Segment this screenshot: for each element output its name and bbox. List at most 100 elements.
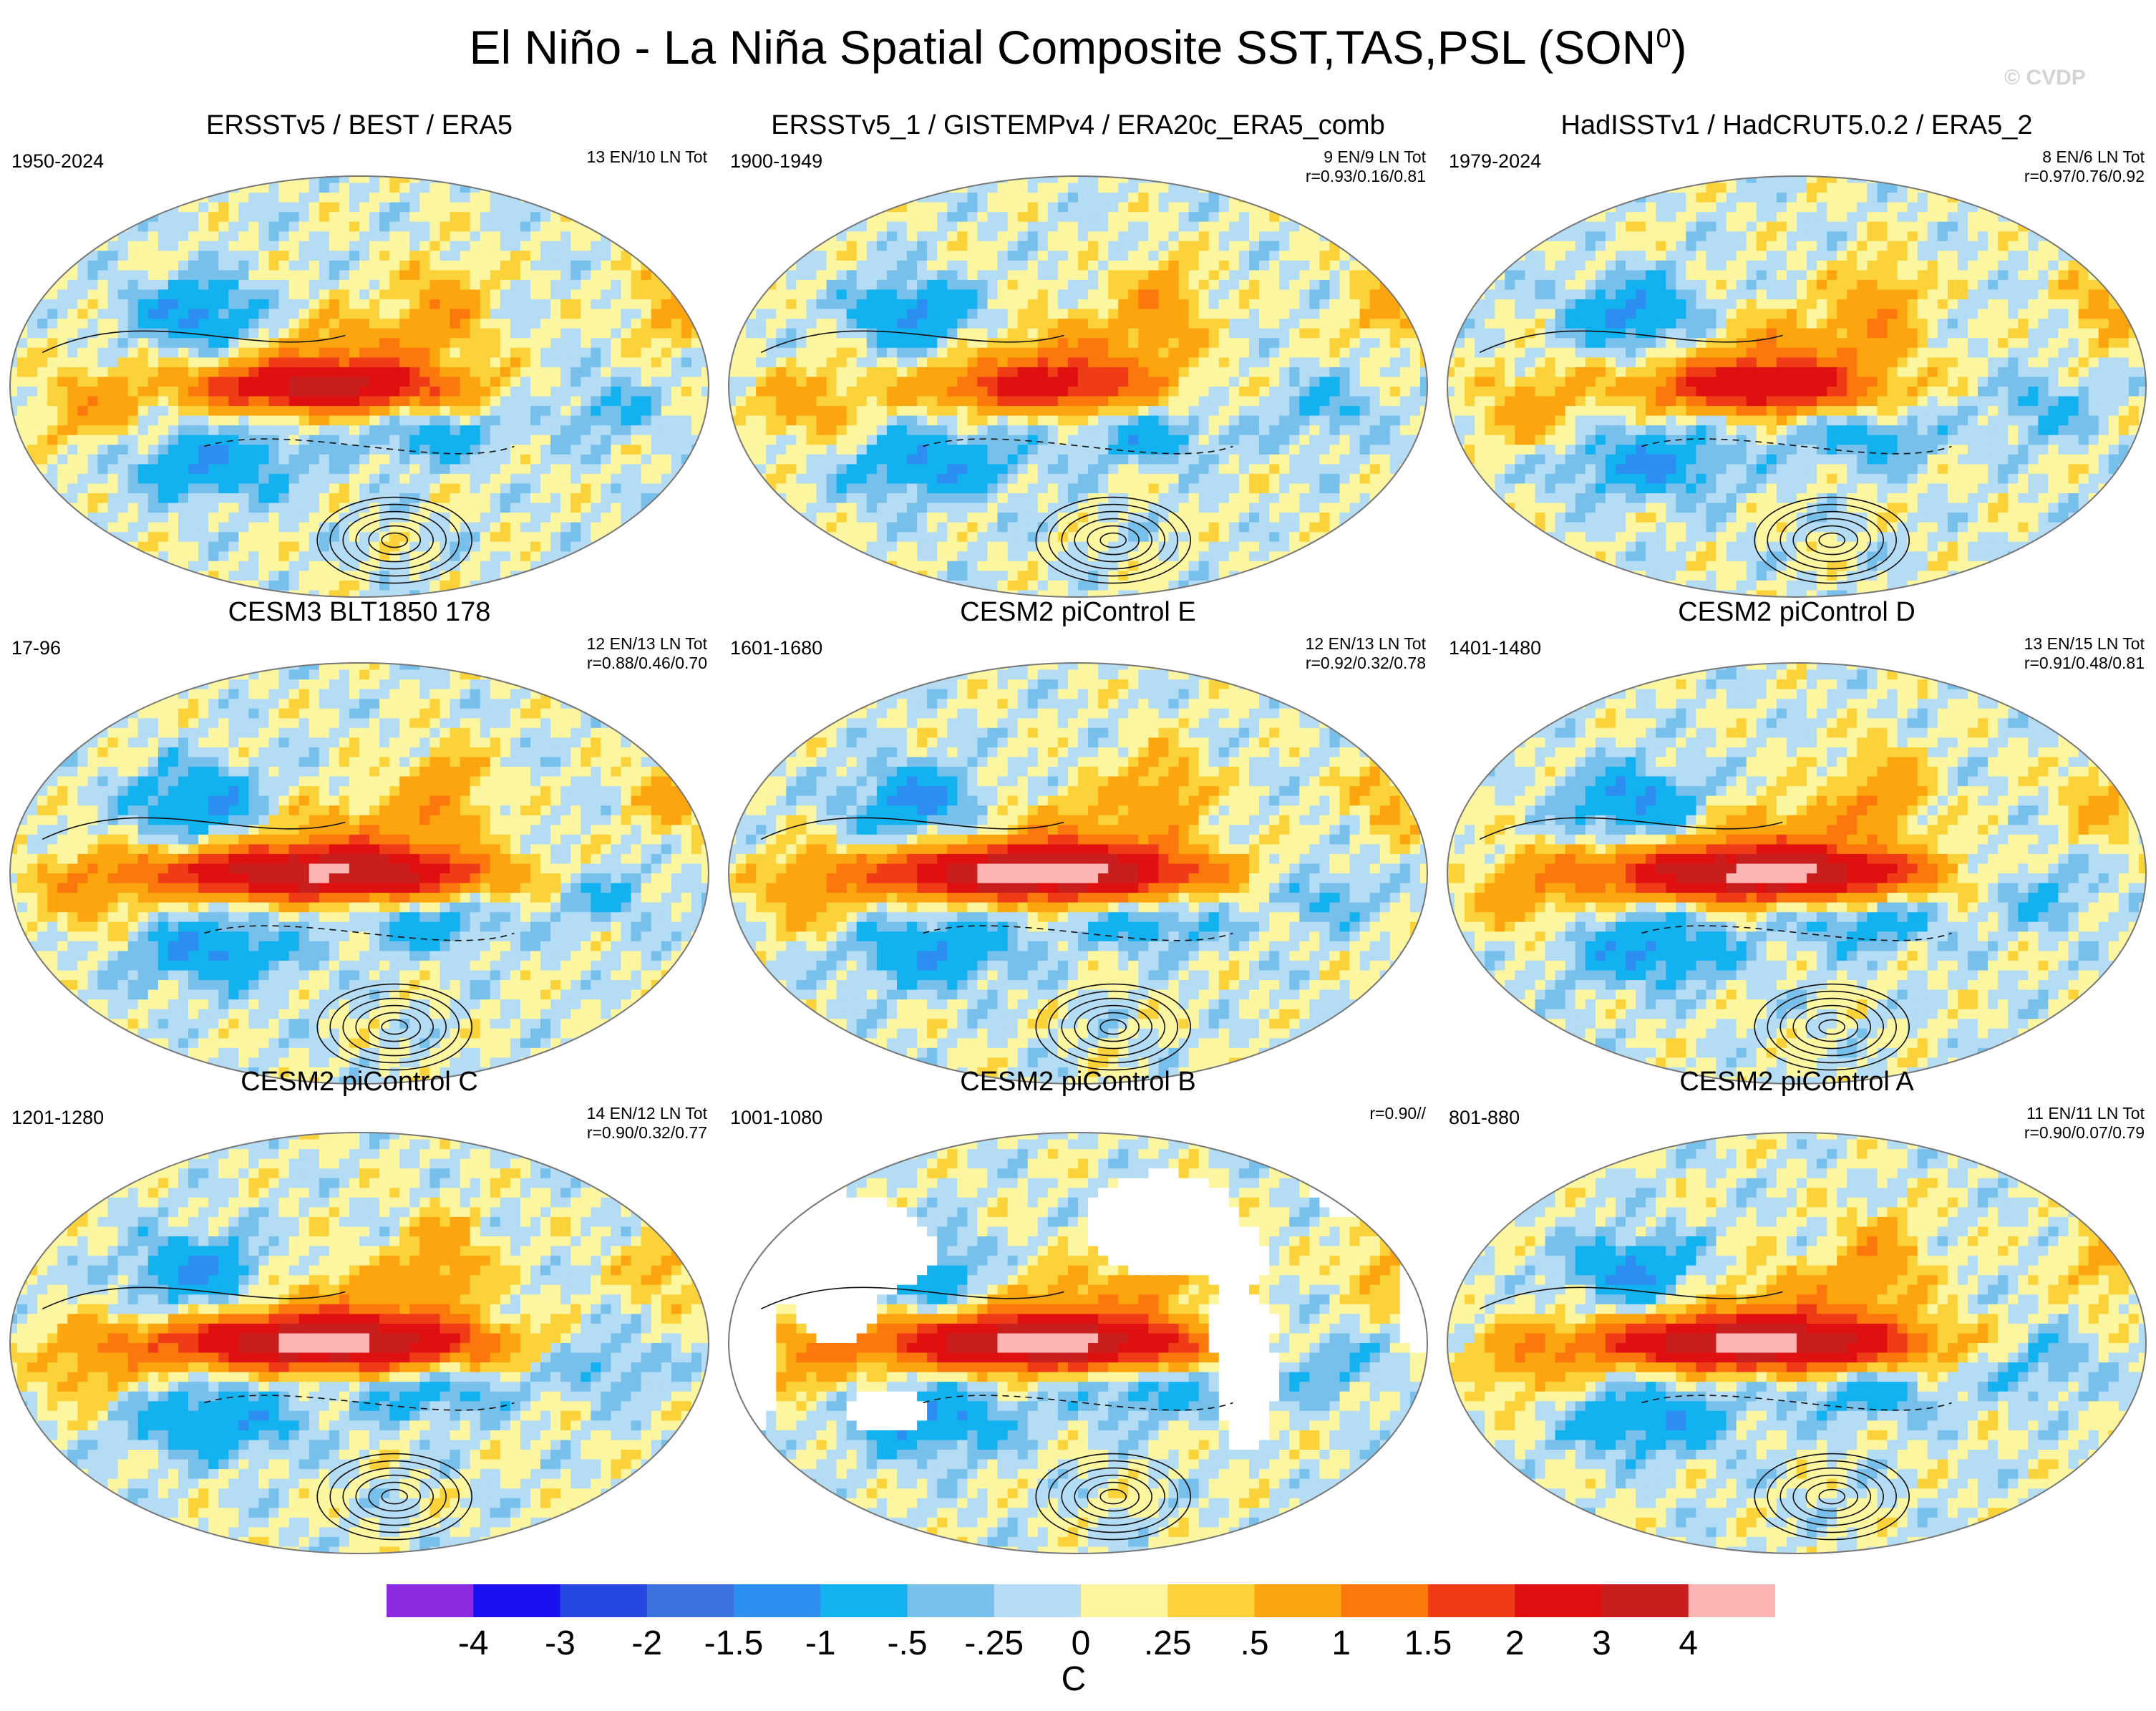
- sst-cell: [409, 377, 420, 387]
- sst-cell: [429, 415, 441, 426]
- sst-cell: [957, 212, 968, 223]
- sst-cell: [419, 513, 430, 523]
- sst-cell: [1098, 299, 1109, 310]
- sst-cell: [77, 415, 89, 426]
- sst-cell: [701, 193, 709, 203]
- sst-cell: [359, 551, 370, 562]
- sst-cell: [681, 551, 692, 562]
- sst-cell: [1359, 193, 1371, 203]
- sst-cell: [1098, 231, 1109, 242]
- sst-cell: [409, 454, 420, 465]
- sst-cell: [1419, 280, 1427, 291]
- sst-cell: [997, 415, 1009, 426]
- sst-cell: [419, 435, 430, 445]
- sst-cell: [1027, 280, 1039, 291]
- sst-cell: [1309, 367, 1320, 377]
- sst-cell: [137, 483, 149, 494]
- sst-cell: [1389, 183, 1401, 193]
- sst-cell: [17, 415, 28, 426]
- sst-cell: [560, 309, 571, 319]
- sst-cell: [1419, 357, 1427, 368]
- sst-cell: [47, 522, 58, 533]
- sst-cell: [1249, 377, 1260, 387]
- sst-cell: [399, 309, 410, 319]
- sst-cell: [1369, 221, 1381, 232]
- sst-cell: [886, 299, 898, 310]
- sst-cell: [1188, 415, 1200, 426]
- sst-cell: [188, 532, 199, 543]
- sst-cell: [1158, 299, 1170, 310]
- sst-cell: [480, 212, 491, 223]
- sst-cell: [1007, 387, 1019, 397]
- sst-cell: [1359, 241, 1371, 251]
- sst-cell: [37, 260, 48, 271]
- sst-cell: [1007, 280, 1019, 291]
- sst-cell: [1078, 425, 1089, 436]
- sst-cell: [188, 551, 199, 562]
- sst-cell: [329, 202, 340, 213]
- sst-cell: [621, 532, 632, 543]
- sst-cell: [137, 202, 149, 213]
- sst-cell: [37, 309, 48, 319]
- sst-cell: [866, 270, 878, 281]
- sst-cell: [671, 406, 682, 417]
- sst-cell: [816, 221, 827, 232]
- sst-cell: [268, 445, 280, 455]
- sst-cell: [631, 445, 642, 455]
- sst-cell: [1319, 396, 1331, 407]
- sst-cell: [681, 513, 692, 523]
- sst-cell: [288, 522, 300, 533]
- sst-cell: [581, 309, 591, 319]
- sst-cell: [87, 202, 99, 213]
- sst-cell: [500, 241, 511, 251]
- sst-cell: [10, 212, 18, 223]
- sst-cell: [641, 347, 652, 358]
- sst-cell: [681, 319, 692, 329]
- sst-cell: [409, 396, 420, 407]
- sst-cell: [987, 357, 999, 368]
- sst-cell: [339, 251, 350, 261]
- pattern-correlation: r=0.93/0.16/0.81: [1306, 167, 1426, 186]
- sst-cell: [57, 367, 68, 377]
- sst-cell: [611, 299, 622, 310]
- sst-cell: [1228, 270, 1240, 281]
- sst-cell: [846, 396, 858, 407]
- sst-cell: [816, 347, 827, 358]
- sst-cell: [298, 251, 310, 261]
- sst-cell: [560, 183, 571, 193]
- sst-cell: [27, 319, 38, 329]
- sst-cell: [218, 571, 229, 581]
- sst-cell: [1108, 309, 1119, 319]
- sst-cell: [997, 377, 1009, 387]
- sst-cell: [917, 396, 928, 407]
- sst-cell: [621, 571, 632, 581]
- sst-cell: [419, 473, 430, 484]
- sst-cell: [147, 241, 159, 251]
- sst-cell: [1188, 289, 1200, 300]
- sst-cell: [671, 367, 682, 377]
- sst-cell: [907, 387, 918, 397]
- sst-cell: [137, 522, 149, 533]
- sst-cell: [1198, 251, 1210, 261]
- sst-cell: [117, 377, 129, 387]
- sst-cell: [67, 425, 78, 436]
- sst-cell: [846, 176, 858, 184]
- sst-cell: [288, 309, 300, 319]
- sst-cell: [1148, 183, 1160, 193]
- sst-cell: [1369, 176, 1381, 184]
- sst-cell: [1178, 231, 1190, 242]
- sst-cell: [876, 415, 888, 426]
- sst-cell: [1329, 260, 1341, 271]
- sst-cell: [228, 532, 239, 543]
- sst-cell: [746, 319, 757, 329]
- sst-cell: [107, 580, 119, 591]
- sst-cell: [419, 183, 430, 193]
- sst-cell: [208, 202, 219, 213]
- sst-cell: [1188, 338, 1200, 349]
- sst-cell: [1339, 299, 1351, 310]
- sst-cell: [37, 503, 48, 513]
- sst-cell: [641, 289, 652, 300]
- sst-cell: [681, 503, 692, 513]
- sst-cell: [1218, 231, 1230, 242]
- sst-cell: [127, 396, 139, 407]
